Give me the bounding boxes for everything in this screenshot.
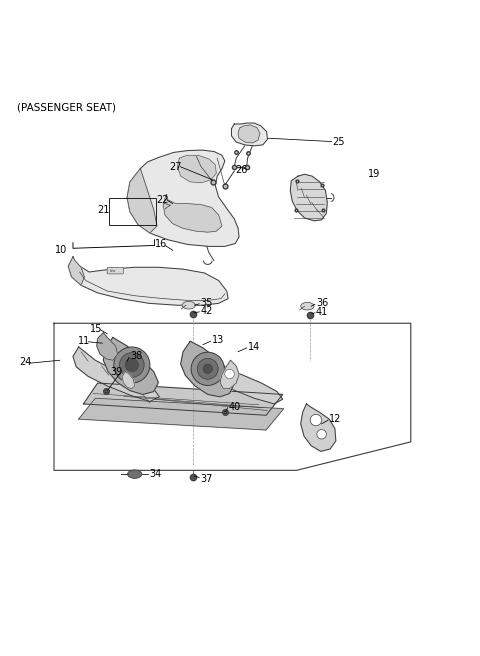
Circle shape bbox=[125, 358, 138, 372]
Text: 14: 14 bbox=[248, 342, 260, 352]
Text: 19: 19 bbox=[368, 169, 380, 179]
Ellipse shape bbox=[301, 302, 314, 310]
Text: kia: kia bbox=[109, 268, 116, 273]
Text: 41: 41 bbox=[316, 307, 328, 317]
Polygon shape bbox=[301, 404, 336, 451]
Polygon shape bbox=[127, 150, 239, 247]
Text: 37: 37 bbox=[200, 474, 213, 484]
Polygon shape bbox=[180, 341, 234, 397]
Polygon shape bbox=[196, 351, 283, 404]
Text: 24: 24 bbox=[19, 357, 32, 367]
Circle shape bbox=[317, 430, 326, 439]
Text: 11: 11 bbox=[78, 336, 90, 346]
Polygon shape bbox=[127, 169, 157, 233]
Ellipse shape bbox=[128, 470, 142, 478]
Polygon shape bbox=[220, 360, 239, 389]
Circle shape bbox=[203, 364, 213, 373]
Bar bbox=[109, 199, 156, 224]
Circle shape bbox=[225, 369, 234, 379]
Polygon shape bbox=[231, 123, 267, 146]
Circle shape bbox=[310, 415, 322, 426]
Text: 39: 39 bbox=[110, 367, 122, 377]
Text: 15: 15 bbox=[90, 324, 102, 334]
Text: 25: 25 bbox=[333, 136, 345, 146]
Polygon shape bbox=[103, 337, 158, 394]
Polygon shape bbox=[84, 383, 283, 415]
Polygon shape bbox=[68, 257, 84, 285]
FancyBboxPatch shape bbox=[107, 267, 123, 274]
Text: 40: 40 bbox=[228, 401, 241, 412]
Text: 42: 42 bbox=[200, 306, 213, 316]
Polygon shape bbox=[73, 347, 159, 401]
Circle shape bbox=[197, 358, 218, 379]
Text: 16: 16 bbox=[155, 239, 167, 249]
Polygon shape bbox=[79, 398, 284, 430]
Circle shape bbox=[120, 353, 144, 377]
Text: 21: 21 bbox=[97, 205, 110, 215]
Circle shape bbox=[114, 347, 150, 383]
Text: 34: 34 bbox=[149, 468, 161, 479]
Polygon shape bbox=[290, 174, 327, 221]
Text: 38: 38 bbox=[130, 352, 142, 361]
Text: 22: 22 bbox=[156, 195, 169, 205]
Text: 27: 27 bbox=[169, 161, 181, 172]
Polygon shape bbox=[163, 194, 222, 232]
Polygon shape bbox=[96, 333, 118, 360]
Polygon shape bbox=[122, 372, 135, 389]
Text: 36: 36 bbox=[316, 298, 328, 308]
Polygon shape bbox=[178, 155, 216, 183]
Polygon shape bbox=[238, 125, 260, 143]
Text: (PASSENGER SEAT): (PASSENGER SEAT) bbox=[17, 102, 116, 113]
Polygon shape bbox=[68, 257, 228, 305]
Text: 35: 35 bbox=[200, 298, 213, 308]
Ellipse shape bbox=[182, 301, 195, 309]
Circle shape bbox=[191, 352, 224, 386]
Text: 26: 26 bbox=[235, 165, 248, 175]
Text: 12: 12 bbox=[329, 414, 342, 424]
Text: 10: 10 bbox=[55, 245, 67, 255]
Text: 13: 13 bbox=[212, 335, 224, 345]
